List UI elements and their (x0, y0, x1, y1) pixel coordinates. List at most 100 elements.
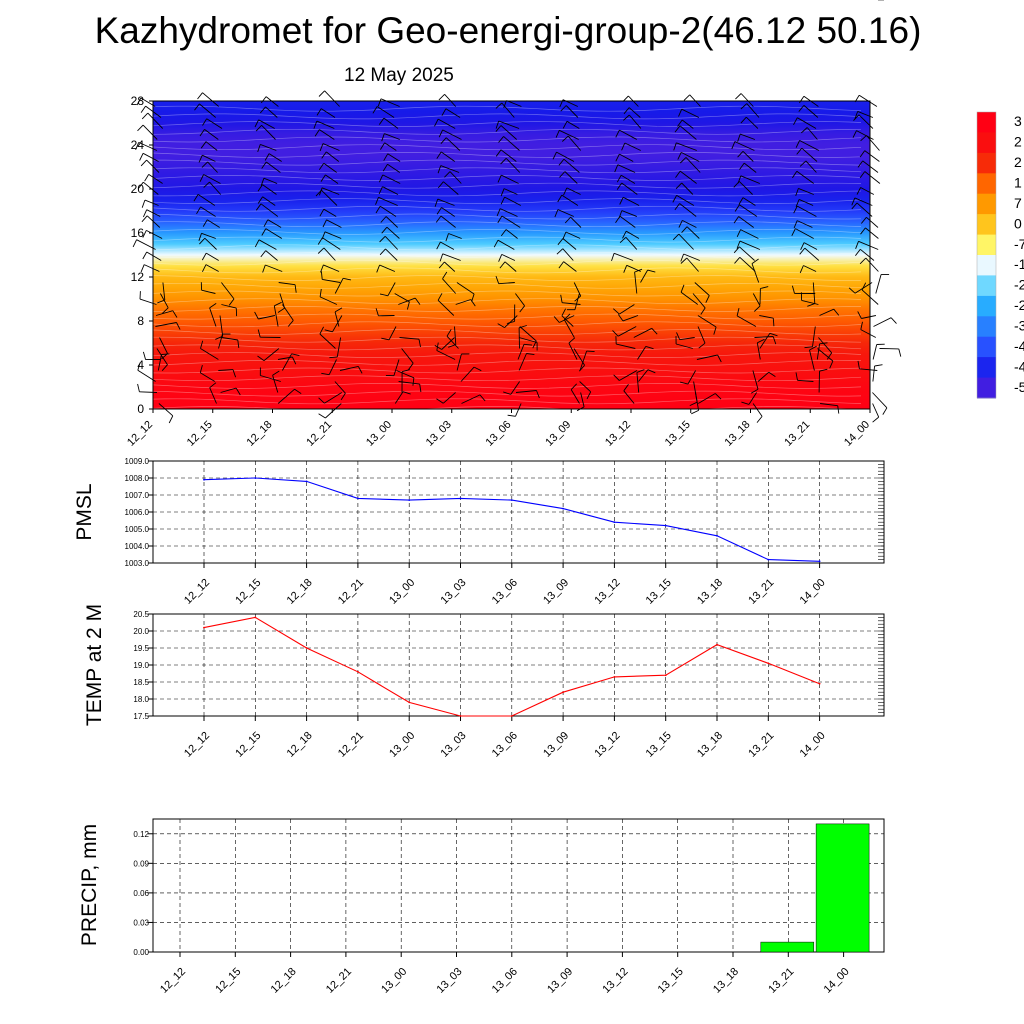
wind-barb-feather (772, 336, 777, 345)
wind-barb-feather (272, 370, 280, 376)
wind-barb (687, 370, 696, 385)
wind-barb (497, 239, 515, 250)
wind-barb-feather (137, 383, 140, 392)
heatmap-x-tick-label: 13_21 (782, 419, 812, 449)
wind-barb-feather (645, 345, 654, 350)
isotherm-line (152, 213, 862, 220)
isotherm-line (152, 267, 862, 274)
wind-barb (139, 298, 157, 305)
isotherm-line (153, 159, 862, 166)
isotherm-line (152, 367, 862, 374)
wind-barb (568, 342, 578, 360)
wind-barb-feather (316, 108, 322, 116)
wind-barb (322, 278, 341, 283)
wind-barb-feather (611, 253, 615, 262)
wind-barb-feather (890, 317, 897, 324)
wind-barb (754, 336, 774, 338)
wind-barb-feather (496, 208, 501, 217)
wind-barb-feather (636, 369, 645, 373)
wind-barb (505, 229, 518, 239)
wind-barb-feather (318, 397, 325, 404)
data-point (562, 507, 564, 510)
wind-barb-feather (800, 127, 808, 134)
wind-barb-feather (199, 364, 203, 373)
wind-barb-feather (142, 209, 148, 218)
wind-barb-feather (791, 285, 795, 294)
wind-barb (442, 129, 462, 140)
wind-barb-feather (138, 181, 144, 189)
data-point (305, 480, 308, 483)
wind-barb-feather (437, 293, 443, 301)
wind-barb (623, 390, 635, 404)
wind-barb (159, 337, 168, 354)
wind-barb (267, 219, 282, 228)
wind-barb-feather (445, 233, 449, 242)
wind-barb (460, 366, 475, 382)
wind-barb-feather (757, 338, 765, 344)
wind-barb-feather (435, 215, 442, 223)
y-tick-label: 1003.0 (125, 559, 150, 568)
wind-barb-feather (526, 353, 535, 356)
wind-barb (562, 248, 574, 261)
wind-barb (860, 248, 875, 261)
wind-barb (455, 299, 471, 305)
wind-barb-feather (228, 298, 235, 306)
wind-barb-feather (586, 391, 592, 400)
wind-barb-feather (209, 303, 217, 309)
wind-barb (565, 105, 579, 118)
wind-barb-feather (689, 401, 698, 407)
isotherm-line (152, 190, 862, 197)
wind-barb-feather (750, 388, 759, 394)
wind-barb (442, 278, 457, 294)
wind-barb (204, 129, 219, 140)
wind-barb-feather (772, 318, 775, 327)
wind-barb (861, 315, 876, 319)
wind-barb-feather (560, 294, 563, 303)
wind-barb (388, 326, 397, 341)
isotherm-line (152, 298, 862, 305)
wind-barb (328, 359, 337, 375)
wind-barb (638, 369, 649, 382)
data-point (664, 674, 667, 677)
wind-barb (518, 353, 527, 371)
wind-barb (202, 92, 219, 107)
wind-barb (323, 247, 336, 261)
wind-barb (621, 182, 638, 195)
wind-barb (738, 181, 753, 195)
isotherm-line (152, 390, 862, 397)
wind-barb (680, 291, 699, 305)
wind-barb-feather (500, 196, 506, 205)
wind-barb (574, 293, 580, 310)
wind-barb (806, 127, 818, 140)
wind-barb-feather (700, 307, 706, 315)
colorbar-label: 3 (1014, 113, 1022, 129)
wind-barb (456, 282, 475, 295)
isotherm-line (152, 105, 862, 112)
wind-barb (697, 393, 716, 404)
wind-barb (752, 403, 763, 417)
wind-barb-feather (448, 344, 456, 348)
wind-barb (515, 293, 525, 307)
wind-barb (376, 106, 395, 118)
wind-barb-feather (142, 230, 147, 238)
wind-barb-feather (623, 114, 630, 121)
wind-barb (563, 261, 577, 272)
wind-barb-feather (318, 413, 326, 419)
wind-barb (326, 219, 342, 228)
wind-barb (323, 208, 337, 217)
wind-barb-feather (215, 335, 223, 340)
colorbar-label: 1 (1014, 175, 1022, 191)
wind-barb (273, 305, 279, 327)
wind-barb (676, 195, 695, 206)
wind-barb (136, 239, 156, 250)
data-point (510, 715, 513, 717)
wind-barb (873, 317, 892, 327)
wind-barb-feather (795, 199, 800, 207)
data-point (459, 715, 462, 717)
wind-barb-feather (340, 392, 346, 401)
wind-barb-feather (859, 150, 866, 158)
y-tick-label: 19.5 (133, 644, 149, 653)
wind-barb (738, 216, 754, 228)
wind-barb (624, 142, 641, 151)
isotherm-line (152, 244, 862, 251)
